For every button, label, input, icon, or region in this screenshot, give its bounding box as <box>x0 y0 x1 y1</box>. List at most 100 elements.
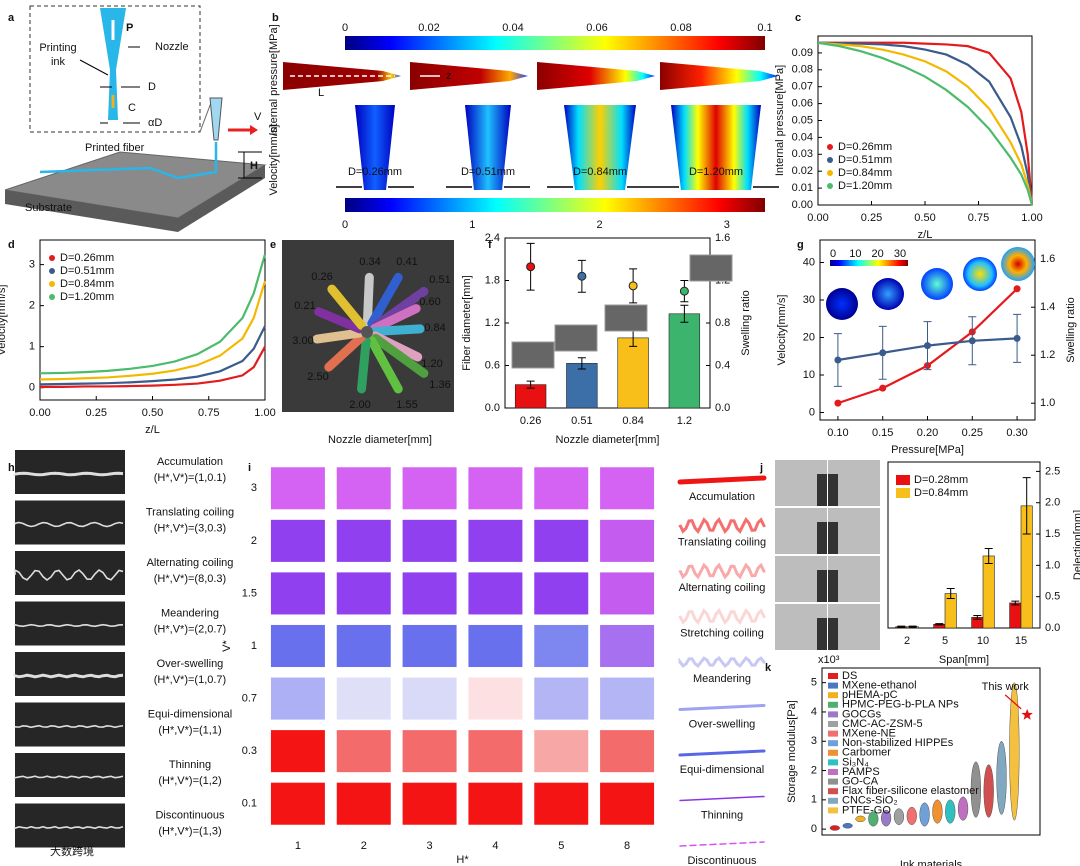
x-tick-label: 0.50 <box>914 212 935 224</box>
l-symbol: L <box>318 87 324 99</box>
fiber-photo <box>15 753 125 797</box>
x-tick-label: 1.2 <box>677 415 692 427</box>
axis-label: Internal pressure[MPa] <box>268 24 280 135</box>
legend-marker <box>827 144 833 150</box>
x-tick-label: 5 <box>558 840 564 852</box>
legend-label: D=0.84mm <box>914 487 968 499</box>
mode-glyph <box>679 795 765 802</box>
legend-label: DS <box>842 670 857 682</box>
nozzle-size: 1.36 <box>429 379 450 391</box>
fiber-label: Printed fiber <box>85 142 145 154</box>
series-line <box>40 346 266 388</box>
data-point <box>879 384 887 392</box>
x-tick-label: 3 <box>427 840 433 852</box>
ink-label: ink <box>51 56 66 68</box>
heatmap-cell <box>534 624 589 668</box>
heatmap-cell <box>468 677 523 720</box>
velocity-field <box>671 105 761 190</box>
cross-section <box>921 268 953 300</box>
colorbar-tick-label: 0 <box>342 219 348 231</box>
inset-tick-label: 0 <box>830 248 836 260</box>
x-tick-label: 1 <box>295 840 301 852</box>
heatmap-cell <box>402 730 457 773</box>
mode-legend-label: Over-swelling <box>689 718 756 730</box>
error-bar <box>1011 600 1020 606</box>
z-symbol: z <box>446 70 452 82</box>
c-symbol: C <box>128 102 136 114</box>
nozzle-size: 0.26 <box>311 271 332 283</box>
range-ellipse <box>893 808 905 825</box>
heatmap-cell <box>270 624 325 668</box>
heatmap-cell <box>600 730 655 773</box>
fiber-photo <box>15 601 125 646</box>
legend-marker <box>49 294 55 300</box>
height-symbol: H <box>250 160 258 172</box>
mode-params: (H*,V*)=(3,0.3) <box>154 522 226 534</box>
legend-swatch <box>828 759 838 766</box>
heatmap-cell <box>270 467 325 510</box>
legend-swatch <box>828 711 838 718</box>
leader-lines <box>79 46 140 124</box>
legend-marker <box>49 255 55 261</box>
diameter-label: D=0.51mm <box>461 166 515 178</box>
y-tick-label: 0.3 <box>242 745 257 757</box>
legend-swatch <box>828 749 838 756</box>
fiber-photo <box>15 803 125 848</box>
heatmap-cell <box>600 782 655 825</box>
legend-swatch <box>828 701 838 708</box>
mode-params: (H*,V*)=(1,0.1) <box>154 472 226 484</box>
y-tick-label: 0.05 <box>792 114 813 126</box>
heatmap-cell <box>270 730 325 773</box>
range-ellipse <box>970 761 982 818</box>
y-tick-label: 0.0 <box>485 402 500 414</box>
x-tick-label: 0.15 <box>872 427 893 439</box>
y-tick-label: 10 <box>803 369 815 381</box>
heatmap-cell <box>402 677 457 720</box>
range-ellipse <box>919 802 930 827</box>
deflection-beam <box>817 474 827 506</box>
diameter-symbol: D <box>148 81 156 93</box>
mode-legend-label: Stretching coiling <box>680 627 764 639</box>
velocity-arrowhead <box>250 125 258 135</box>
y-tick-label: 0.01 <box>792 182 813 194</box>
legend-swatch <box>828 778 838 785</box>
mode-glyph <box>679 841 765 847</box>
y-axis-label: Velocity[mm/s] <box>776 295 788 366</box>
x-axis-label: z/L <box>918 229 933 241</box>
velocity-symbol: V <box>254 111 262 123</box>
heatmap-cell <box>336 519 391 562</box>
heatmap-cell <box>402 467 457 510</box>
legend-label: D=0.84mm <box>60 278 114 290</box>
legend-label: CMC-AC-ZSM-5 <box>842 718 923 730</box>
panel-label: f <box>488 239 492 251</box>
mode-name: Alternating coiling <box>147 557 234 569</box>
y-axis-label: Internal pressure[MPa] <box>774 65 786 176</box>
heatmap-cell <box>402 572 457 615</box>
mode-glyph <box>678 704 766 711</box>
y2-axis-label: Swelling ratio <box>740 290 752 355</box>
y-axis-label: Delection[mm] <box>1072 510 1080 580</box>
y-tick-label: 1 <box>29 341 35 353</box>
deflection-beam <box>817 570 827 602</box>
velocity-colorbar <box>345 198 765 212</box>
bar <box>668 313 701 409</box>
data-point <box>834 399 842 407</box>
data-point <box>924 342 931 350</box>
legend-label: D=0.26mm <box>60 252 114 264</box>
y2-tick-label: 1.2 <box>1040 349 1055 361</box>
colorbar-tick-label: 0.1 <box>757 22 772 34</box>
mode-glyph <box>678 562 766 580</box>
heatmap-cell <box>468 519 523 562</box>
heatmap-cell <box>534 572 589 615</box>
x-tick-label: 0.25 <box>962 427 983 439</box>
heatmap-cell <box>336 572 391 615</box>
legend-label: D=0.51mm <box>60 265 114 277</box>
heatmap-cell <box>600 572 655 615</box>
deflection-beam <box>828 618 838 650</box>
height-marker <box>238 151 262 179</box>
x-tick-label: 2 <box>904 635 910 647</box>
range-ellipse <box>906 806 917 825</box>
range-ellipse <box>880 809 892 827</box>
nozzle-tip <box>371 333 429 378</box>
cross-section <box>826 288 858 320</box>
